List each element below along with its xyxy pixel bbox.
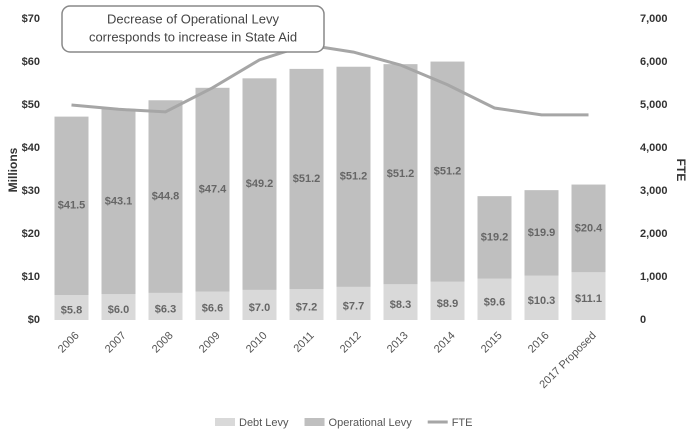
value-label: $5.8: [61, 304, 82, 316]
x-tick-label: 2012: [338, 330, 364, 356]
bar: [148, 100, 183, 293]
y2-tick-label: 3,000: [640, 185, 668, 197]
bar: [571, 184, 606, 273]
annotation-box: [61, 5, 325, 53]
bar: [383, 284, 418, 320]
value-label: $7.2: [296, 301, 317, 313]
line: [71, 43, 589, 117]
y-tick-label: $10: [22, 271, 40, 283]
bar: [242, 78, 277, 290]
bar: [101, 294, 136, 320]
y2-axis-label: FTE: [674, 159, 688, 182]
value-label: $47.4: [199, 184, 227, 196]
bar: [477, 278, 512, 320]
y2-tick-label: 6,000: [640, 56, 668, 68]
bar: [289, 68, 324, 290]
bar: [430, 61, 465, 282]
y2-tick-label: 4,000: [640, 142, 668, 154]
bar: [430, 281, 465, 320]
legend-label: FTE: [452, 417, 473, 429]
x-tick-label: 2015: [479, 330, 505, 356]
bar: [148, 292, 183, 320]
x-tick-label: 2016: [526, 330, 552, 356]
value-label: $10.3: [528, 295, 556, 307]
bar: [571, 272, 606, 320]
bar: [54, 116, 89, 296]
value-label: $6.3: [155, 303, 176, 315]
value-label: $8.9: [437, 298, 458, 310]
value-label: $51.2: [434, 166, 462, 178]
value-label: $41.5: [58, 200, 86, 212]
x-tick-label: 2010: [244, 330, 270, 356]
y-tick-label: $70: [22, 13, 40, 25]
y2-tick-label: 2,000: [640, 228, 668, 240]
y-tick-label: $60: [22, 56, 40, 68]
y2-tick-label: 5,000: [640, 99, 668, 111]
y2-tick-label: 7,000: [640, 13, 668, 25]
bar: [54, 295, 89, 320]
bar: [336, 286, 371, 320]
bar: [195, 87, 230, 292]
value-label: $7.0: [249, 302, 270, 314]
bar: [336, 66, 371, 287]
y2-tick-label: 0: [640, 314, 646, 326]
value-label: $7.7: [343, 300, 364, 312]
legend-label: Operational Levy: [329, 417, 413, 429]
y-tick-label: $0: [28, 314, 40, 326]
legend-label: Debt Levy: [239, 417, 289, 429]
value-label: $49.2: [246, 178, 274, 190]
value-label: $6.6: [202, 303, 223, 315]
value-label: $51.2: [293, 173, 321, 185]
bar: [524, 190, 559, 276]
value-label: $51.2: [387, 168, 415, 180]
bar: [524, 275, 559, 320]
y-tick-label: $40: [22, 142, 40, 154]
y-tick-label: $20: [22, 228, 40, 240]
x-tick-label: 2008: [150, 330, 176, 356]
x-tick-label: 2006: [56, 330, 82, 356]
y2-tick-label: 1,000: [640, 271, 668, 283]
annotation: corresponds to increase in State Aid: [89, 29, 297, 44]
bar: [289, 289, 324, 320]
y-tick-label: $50: [22, 99, 40, 111]
legend-swatch: [304, 418, 325, 426]
bar: [195, 291, 230, 320]
y-axis-label: Millions: [6, 147, 20, 192]
x-tick-label: 2007: [103, 330, 129, 356]
x-tick-label: 2011: [291, 330, 316, 355]
bar: [477, 196, 512, 279]
value-label: $8.3: [390, 299, 411, 311]
legend-swatch: [215, 418, 235, 426]
value-label: $51.2: [340, 171, 368, 183]
x-tick-label: 2014: [432, 330, 458, 356]
value-label: $43.1: [105, 195, 133, 207]
value-label: $44.8: [152, 190, 180, 202]
bar: [101, 108, 136, 295]
value-label: $20.4: [575, 222, 603, 234]
y-tick-label: $30: [22, 185, 40, 197]
bar: [242, 289, 277, 320]
x-tick-label: 2009: [197, 330, 223, 356]
annotation: Decrease of Operational Levy: [107, 11, 279, 26]
bar: [383, 64, 418, 285]
x-tick-label: 2013: [385, 330, 411, 356]
value-label: $6.0: [108, 304, 129, 316]
value-label: $9.6: [484, 296, 505, 308]
value-label: $11.1: [575, 293, 602, 305]
value-label: $19.9: [528, 227, 556, 239]
value-label: $19.2: [481, 231, 509, 243]
